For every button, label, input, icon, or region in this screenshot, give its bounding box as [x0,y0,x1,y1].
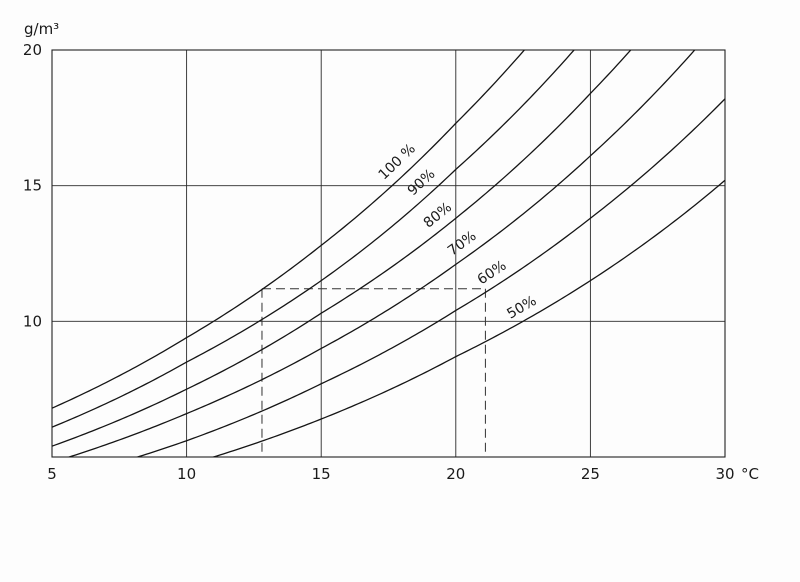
y-tick-label: 10 [23,312,42,330]
curve-label-5: 60% [475,258,510,289]
x-tick-label: 30 [715,465,734,483]
x-tick-label: 5 [47,465,57,483]
curve-5 [135,98,725,457]
curve-4 [67,50,696,457]
curve-label-6: 50% [504,293,539,322]
plot-frame [51,49,726,458]
curve-6 [211,179,725,457]
x-tick-label: 25 [581,465,600,483]
dashed-guide [261,288,486,457]
x-tick-label: 15 [312,465,331,483]
x-tick-label: 10 [177,465,196,483]
curve-3 [52,50,632,447]
curve-label-2: 90% [405,166,439,199]
y-unit-label: g/m³ [24,20,59,38]
curve-label-3: 80% [421,199,455,231]
curve-1 [52,50,526,409]
y-tick-label: 20 [23,41,42,59]
tick-labels: 5 10 15 20 25 30 10 15 20 [23,41,735,483]
curves [52,50,725,457]
curve-label-1: 100 % [376,141,419,183]
grid [52,50,725,457]
x-tick-label: 20 [446,465,465,483]
x-unit-label: °C [741,465,759,483]
y-tick-label: 15 [23,177,42,195]
curve-label-4: 70% [445,228,480,259]
curve-2 [52,50,575,428]
